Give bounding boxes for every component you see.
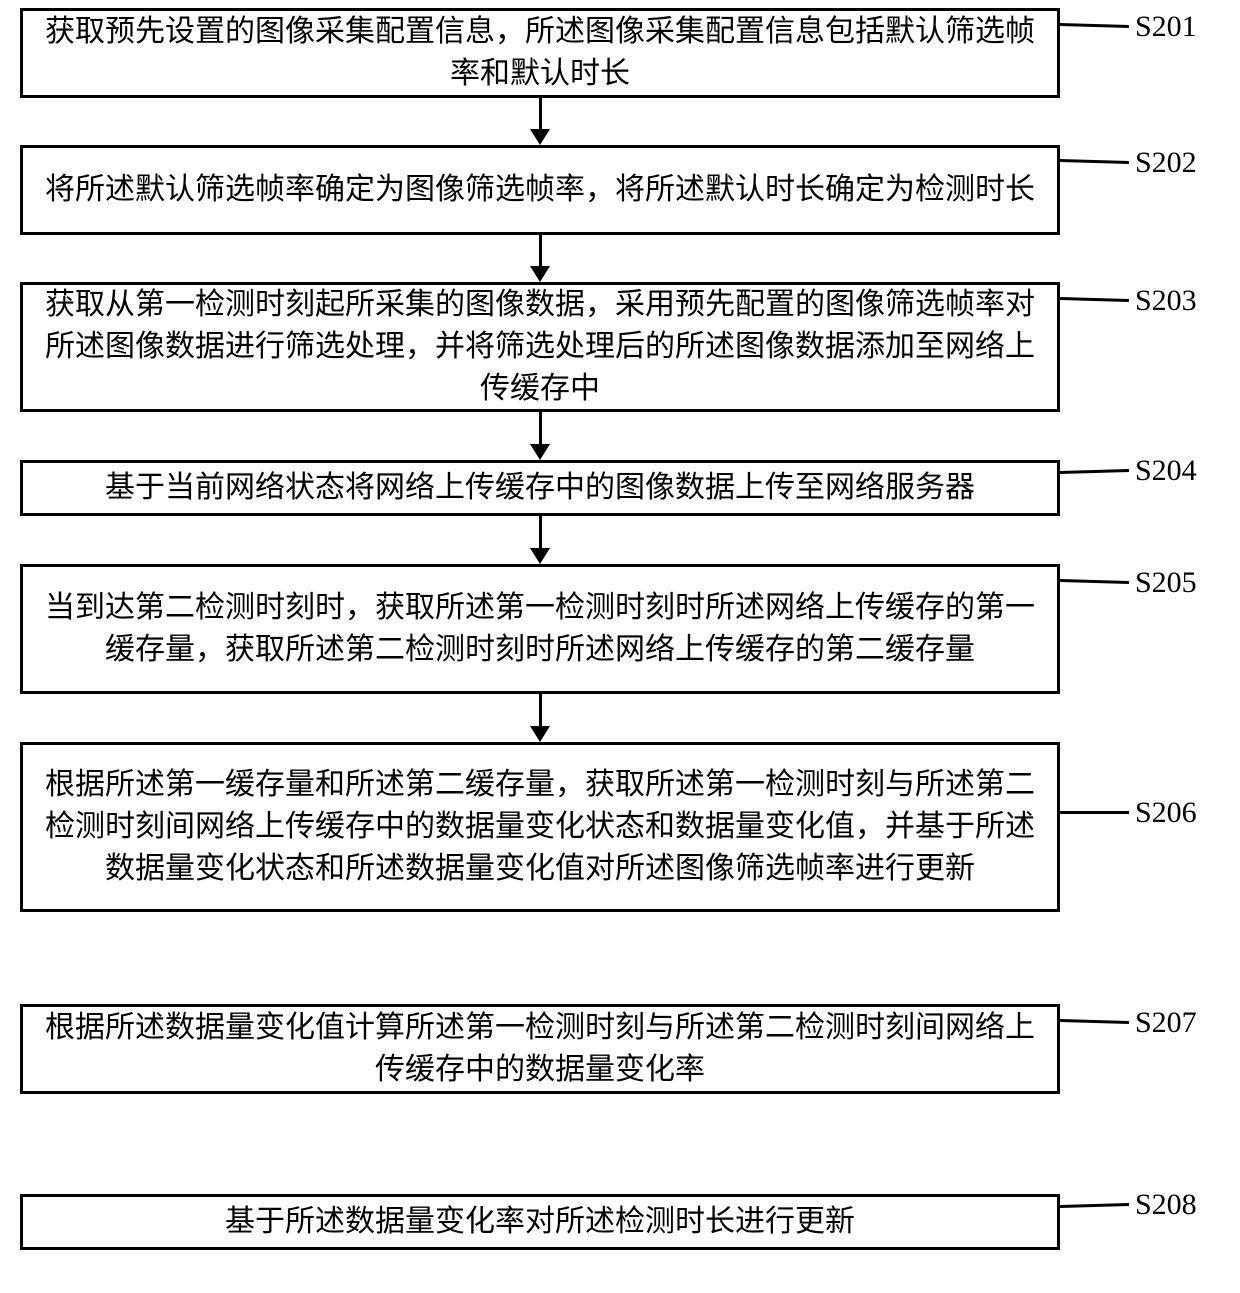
step-text-s204: 基于当前网络状态将网络上传缓存中的图像数据上传至网络服务器 [35,467,1045,509]
arrow-head-icon [530,129,550,145]
arrow-down-1 [530,235,550,282]
step-box-s205: 当到达第二检测时刻时，获取所述第一检测时刻时所述网络上传缓存的第一缓存量，获取所… [20,564,1060,694]
step-text-s203: 获取从第一检测时刻起所采集的图像数据，采用预先配置的图像筛选帧率对所述图像数据进… [35,284,1045,410]
arrow-head-icon [530,548,550,564]
arrow-head-icon [530,266,550,282]
step-box-s201: 获取预先设置的图像采集配置信息，所述图像采集配置信息包括默认筛选帧率和默认时长 [20,8,1060,98]
arrow-down-2 [530,412,550,460]
step-label-s202: S202 [1135,146,1197,180]
step-box-s202: 将所述默认筛选帧率确定为图像筛选帧率，将所述默认时长确定为检测时长 [20,145,1060,235]
step-label-s207: S207 [1135,1006,1197,1040]
step-text-s202: 将所述默认筛选帧率确定为图像筛选帧率，将所述默认时长确定为检测时长 [35,169,1045,211]
step-label-s206: S206 [1135,796,1197,830]
leader-line-s208 [1060,1203,1129,1208]
leader-line-s205 [1060,579,1129,584]
step-box-s204: 基于当前网络状态将网络上传缓存中的图像数据上传至网络服务器 [20,460,1060,516]
step-text-s207: 根据所述数据量变化值计算所述第一检测时刻与所述第二检测时刻间网络上传缓存中的数据… [35,1007,1045,1091]
arrow-line [539,412,542,444]
step-box-s206: 根据所述第一缓存量和所述第二缓存量，获取所述第一检测时刻与所述第二检测时刻间网络… [20,742,1060,912]
arrow-line [539,694,542,726]
step-label-s203: S203 [1135,284,1197,318]
step-text-s208: 基于所述数据量变化率对所述检测时长进行更新 [35,1201,1045,1243]
arrow-down-4 [530,694,550,742]
step-text-s205: 当到达第二检测时刻时，获取所述第一检测时刻时所述网络上传缓存的第一缓存量，获取所… [35,587,1045,671]
leader-line-s203 [1060,297,1129,302]
step-label-s201: S201 [1135,10,1197,44]
step-box-s207: 根据所述数据量变化值计算所述第一检测时刻与所述第二检测时刻间网络上传缓存中的数据… [20,1004,1060,1094]
arrow-head-icon [530,726,550,742]
step-box-s203: 获取从第一检测时刻起所采集的图像数据，采用预先配置的图像筛选帧率对所述图像数据进… [20,282,1060,412]
leader-line-s201 [1060,23,1129,28]
arrow-down-0 [530,98,550,145]
leader-line-s207 [1060,1019,1129,1024]
arrow-line [539,516,542,548]
leader-line-s202 [1060,159,1129,164]
arrow-down-3 [530,516,550,564]
step-text-s201: 获取预先设置的图像采集配置信息，所述图像采集配置信息包括默认筛选帧率和默认时长 [35,11,1045,95]
arrow-line [539,235,542,266]
arrow-head-icon [530,444,550,460]
step-label-s205: S205 [1135,566,1197,600]
step-label-s204: S204 [1135,454,1197,488]
step-box-s208: 基于所述数据量变化率对所述检测时长进行更新 [20,1194,1060,1250]
step-text-s206: 根据所述第一缓存量和所述第二缓存量，获取所述第一检测时刻与所述第二检测时刻间网络… [35,764,1045,890]
leader-line-s206 [1060,811,1129,814]
step-label-s208: S208 [1135,1188,1197,1222]
flowchart-container: 获取预先设置的图像采集配置信息，所述图像采集配置信息包括默认筛选帧率和默认时长 S… [0,0,1240,1293]
arrow-line [539,98,542,129]
leader-line-s204 [1060,469,1129,474]
